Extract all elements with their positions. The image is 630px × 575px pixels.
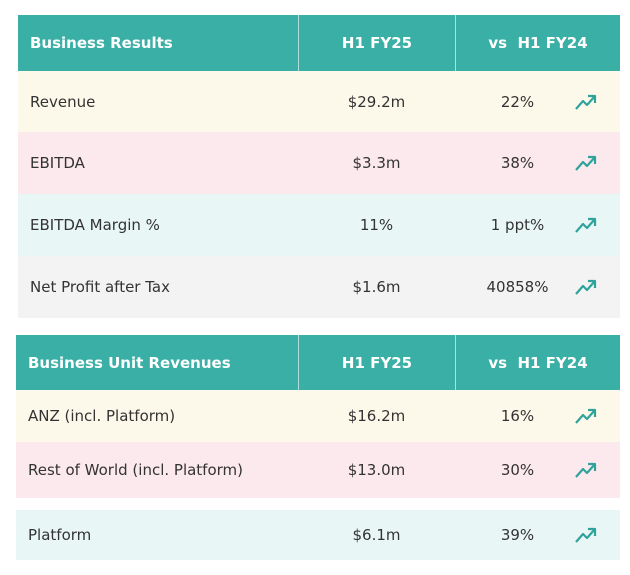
table-row: ANZ (incl. Platform) $16.2m 16%: [16, 390, 620, 442]
cell: 30%: [500, 461, 535, 479]
cell: 11%: [359, 216, 394, 234]
table-row: EBITDA Margin % 11% 1 ppt%: [18, 194, 620, 256]
cell: 1 ppt%: [490, 216, 545, 234]
cell: 38%: [500, 154, 535, 172]
trend-up-icon: [575, 94, 597, 110]
cell: 16%: [500, 407, 535, 425]
trend-up-icon: [575, 462, 597, 478]
cell: 39%: [500, 526, 535, 544]
cell: Net Profit after Tax: [30, 278, 170, 296]
table-header: Business Results H1 FY25 vs H1 FY24: [18, 15, 620, 71]
trend-up-icon: [575, 279, 597, 295]
cell: $13.0m: [347, 461, 406, 479]
table-row: EBITDA $3.3m 38%: [18, 132, 620, 194]
cell: $3.3m: [352, 154, 401, 172]
table-row: Revenue $29.2m 22%: [18, 71, 620, 132]
cell: EBITDA Margin %: [30, 216, 160, 234]
cell: $6.1m: [352, 526, 401, 544]
table-row: Rest of World (incl. Platform) $13.0m 30%: [16, 442, 620, 498]
header-cell: H1 FY25: [298, 335, 455, 390]
cell: $16.2m: [347, 407, 406, 425]
cell: Rest of World (incl. Platform): [28, 461, 244, 479]
trend-up-icon: [575, 408, 597, 424]
cell: $1.6m: [352, 278, 401, 296]
cell: Revenue: [30, 92, 96, 111]
trend-up-icon: [575, 527, 597, 543]
header-cell: Business Results: [30, 34, 173, 52]
table-row: Net Profit after Tax $1.6m 40858%: [18, 256, 620, 318]
table-header: Business Unit Revenues H1 FY25 vs H1 FY24: [16, 335, 620, 390]
cell: 22%: [500, 92, 535, 111]
cell: ANZ (incl. Platform): [28, 407, 176, 425]
cell: $29.2m: [347, 92, 406, 111]
table-row: Platform $6.1m 39%: [16, 510, 620, 560]
header-cell: vs H1 FY24: [455, 15, 620, 71]
header-cell: Business Unit Revenues: [28, 353, 231, 372]
trend-up-icon: [575, 155, 597, 171]
cell: 40858%: [486, 278, 549, 296]
trend-up-icon: [575, 217, 597, 233]
header-cell: vs H1 FY24: [455, 335, 620, 390]
cell: EBITDA: [30, 154, 85, 172]
header-cell: H1 FY25: [298, 15, 455, 71]
cell: Platform: [28, 526, 92, 544]
